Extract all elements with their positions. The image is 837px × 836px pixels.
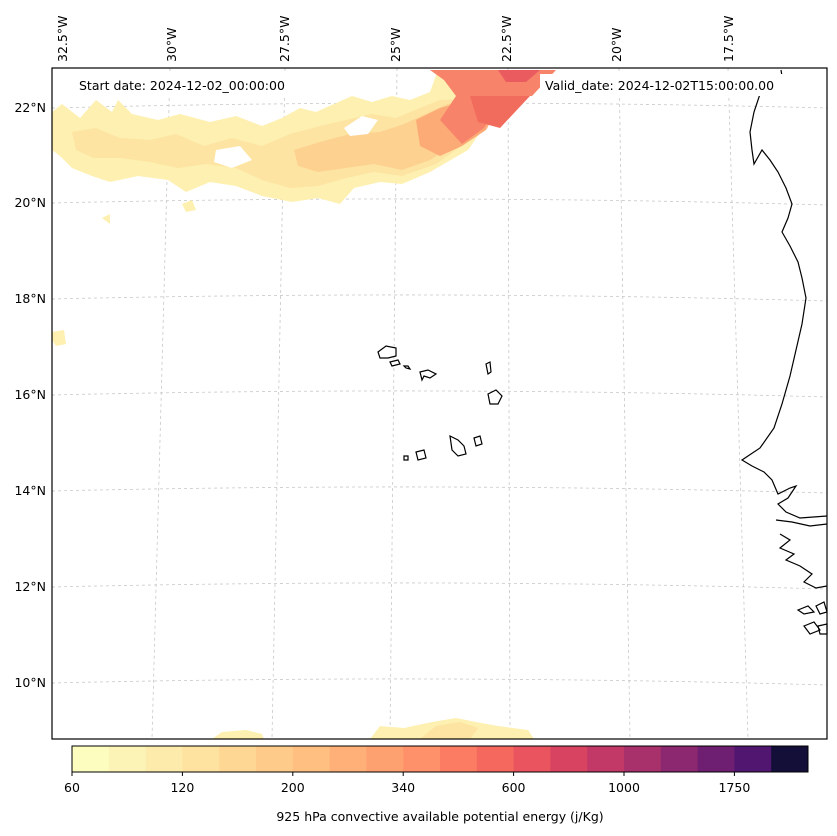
- island-fogo: [415, 449, 427, 461]
- colorbar-swatch: [476, 746, 514, 772]
- colorbar-swatch: [403, 746, 441, 772]
- cape-speck-2: [182, 200, 196, 212]
- island-santiago: [449, 434, 467, 457]
- cape-verde-islands: [377, 345, 503, 461]
- gridline-lat-10: [51, 678, 828, 686]
- lon-label-20w: 20°W: [609, 27, 624, 62]
- map-frame: [51, 67, 828, 740]
- gridline-lon-25: [389, 67, 398, 740]
- island-maio: [473, 435, 483, 447]
- coastline-mauritania-senegal: [740, 69, 828, 519]
- colorbar-tick-label: 200: [281, 780, 305, 795]
- cape-region-south-3: [420, 722, 478, 739]
- colorbar-swatch: [440, 746, 478, 772]
- cape-region-north-deep: [498, 70, 540, 82]
- lat-label-16n: 16°N: [14, 387, 46, 402]
- colorbar-swatch: [734, 746, 772, 772]
- colorbar-swatch: [182, 746, 220, 772]
- lat-label-12n: 12°N: [14, 579, 46, 594]
- island-boa-vista: [487, 389, 503, 405]
- valid-date-box: [540, 74, 806, 96]
- coastline-gambia: [775, 519, 828, 527]
- colorbar-swatch: [624, 746, 662, 772]
- lon-label-17.5w: 17.5°W: [721, 16, 736, 62]
- colorbar-tick-label: 1750: [718, 780, 750, 795]
- colorbar-tick-label: 340: [391, 780, 415, 795]
- coastline-guinea-bissau: [778, 533, 828, 589]
- colorbar-swatch: [697, 746, 735, 772]
- colorbar-swatch: [219, 746, 257, 772]
- cape-speck-1: [102, 214, 110, 224]
- island-santo-antao: [377, 345, 397, 359]
- colorbar-swatch: [771, 746, 809, 772]
- lon-label-25w: 25°W: [388, 27, 403, 62]
- lon-label-32.5w: 32.5°W: [55, 16, 70, 62]
- longitude-labels: 32.5°W 30°W 27.5°W 25°W 22.5°W 20°W 17.5…: [55, 16, 736, 62]
- gridline-lat-12: [51, 582, 828, 590]
- colorbar-swatch: [256, 746, 294, 772]
- island-santa-luzia: [402, 365, 412, 370]
- island-sal: [485, 361, 492, 375]
- colorbar-swatch: [550, 746, 588, 772]
- island-sao-vicente: [389, 359, 401, 367]
- graticule: [51, 67, 828, 740]
- colorbar-tick-label: 600: [502, 780, 526, 795]
- lon-label-30w: 30°W: [164, 27, 179, 62]
- colorbar-swatch: [108, 746, 146, 772]
- start-date-label: Start date: 2024-12-02_00:00:00: [79, 78, 285, 93]
- start-date-box: [74, 74, 310, 96]
- gridline-lon-22.5: [507, 67, 511, 740]
- island-sao-nicolau: [419, 369, 438, 382]
- gridline-lon-30: [151, 67, 171, 740]
- colorbar-ticks: 60 120 200 340 600 1000 1750: [64, 772, 750, 795]
- lat-label-18n: 18°N: [14, 291, 46, 306]
- island-brava: [403, 455, 409, 461]
- valid-date-label: Valid_date: 2024-12-02T15:00:00.00: [545, 78, 774, 93]
- colorbar-frame: [71, 745, 809, 773]
- cape-region-south-1: [212, 730, 264, 739]
- gridline-lat-16: [51, 390, 828, 398]
- gridline-lat-14: [51, 486, 828, 494]
- colorbar-label: 925 hPa convective available potential e…: [276, 809, 603, 824]
- lat-label-20n: 20°N: [14, 195, 46, 210]
- colorbar-swatch: [329, 746, 367, 772]
- colorbar-swatch: [660, 746, 698, 772]
- colorbar-swatch: [513, 746, 551, 772]
- cape-field: [52, 70, 556, 739]
- cape-gap-1: [344, 116, 378, 136]
- gridline-lat-18: [51, 294, 828, 302]
- colorbar: 60 120 200 340 600 1000 1750 925 hPa convectiv…: [64, 745, 809, 824]
- lon-label-22.5w: 22.5°W: [499, 16, 514, 62]
- gridline-lon-27.5: [271, 67, 286, 740]
- gridline-lon-20: [618, 67, 631, 740]
- colorbar-tick-label: 60: [64, 780, 80, 795]
- colorbar-swatch: [587, 746, 625, 772]
- colorbar-swatches: [72, 746, 809, 772]
- colorbar-swatch: [72, 746, 110, 772]
- colorbar-tick-label: 120: [170, 780, 194, 795]
- colorbar-swatch: [366, 746, 404, 772]
- latitude-labels: 22°N 20°N 18°N 16°N 14°N 12°N 10°N: [14, 100, 46, 690]
- colorbar-swatch: [292, 746, 330, 772]
- colorbar-swatch: [145, 746, 183, 772]
- lat-label-22n: 22°N: [14, 100, 46, 115]
- lat-label-10n: 10°N: [14, 675, 46, 690]
- colorbar-tick-label: 1000: [608, 780, 640, 795]
- gridline-lat-22: [51, 102, 828, 109]
- gridline-lat-20: [51, 198, 828, 206]
- lon-label-27.5w: 27.5°W: [277, 16, 292, 62]
- cape-region-north-red: [470, 96, 530, 128]
- lat-label-14n: 14°N: [14, 483, 46, 498]
- cape-gap-2: [214, 146, 252, 168]
- gridline-lon-17.5: [727, 67, 749, 740]
- cape-speck-3: [52, 330, 66, 346]
